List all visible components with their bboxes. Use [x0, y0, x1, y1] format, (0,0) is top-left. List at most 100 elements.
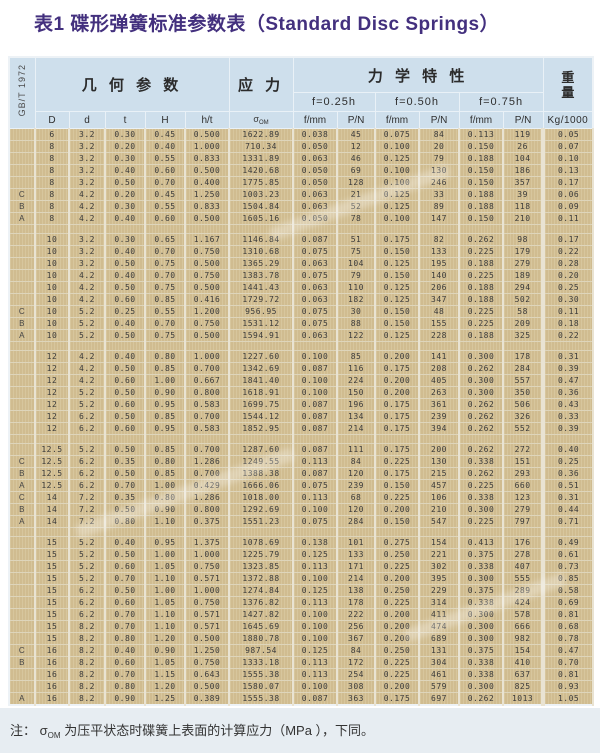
data-cell: 1331.89: [229, 152, 295, 165]
data-cell: 0.063: [293, 257, 339, 270]
data-cell: 0.175: [375, 467, 421, 480]
data-cell: 0.300: [459, 386, 505, 399]
data-cell: 0.50: [105, 281, 146, 294]
data-cell: 5.2: [69, 548, 106, 561]
data-cell: 134: [337, 410, 377, 423]
data-cell: 0.69: [541, 596, 595, 609]
data-cell: [145, 527, 186, 537]
data-cell: 0.338: [459, 560, 505, 573]
data-cell: 16: [35, 692, 70, 706]
series-letter-cell: [9, 341, 36, 351]
data-cell: [293, 527, 339, 537]
data-cell: 1666.06: [229, 479, 295, 492]
data-cell: 0.500: [185, 212, 231, 225]
data-cell: 1.05: [541, 692, 595, 706]
data-cell: [105, 224, 146, 234]
data-cell: 1.00: [145, 374, 186, 387]
data-cell: 0.07: [541, 140, 595, 153]
data-cell: 133: [337, 548, 377, 561]
data-cell: 5.2: [69, 572, 106, 585]
data-cell: 293: [503, 467, 545, 480]
data-cell: 0.50: [105, 584, 146, 597]
data-cell: 506: [503, 398, 545, 411]
data-cell: [419, 527, 461, 537]
table-row: B 16 8.2 0.60 1.05 0.750 1333.18 0.113 172 0.225 3…: [9, 656, 595, 669]
data-cell: 0.125: [375, 152, 421, 165]
data-cell: 1.10: [145, 608, 186, 621]
data-cell: 84: [419, 128, 461, 141]
series-letter-cell: [9, 245, 36, 258]
data-cell: 0.60: [105, 293, 146, 306]
data-cell: 0.225: [459, 479, 505, 492]
data-cell: 0.416: [185, 293, 231, 306]
table-row: 12 4.2 0.60 1.00 0.667 1841.40 0.100 224 0.200 40…: [9, 374, 595, 387]
data-cell: [185, 341, 231, 351]
data-cell: 0.225: [459, 245, 505, 258]
table-row: A 14 7.2 0.80 1.10 0.375 1551.23 0.075 284 0.150 5…: [9, 515, 595, 528]
data-cell: 0.40: [105, 245, 146, 258]
data-cell: 347: [419, 293, 461, 306]
data-cell: [35, 434, 70, 444]
data-cell: 0.188: [459, 200, 505, 213]
data-cell: 6.2: [69, 608, 106, 621]
data-cell: 10: [35, 293, 70, 306]
data-cell: 256: [337, 620, 377, 633]
data-cell: 1555.38: [229, 668, 295, 681]
data-cell: [337, 527, 377, 537]
data-cell: 8: [35, 140, 70, 153]
data-cell: 0.833: [185, 200, 231, 213]
data-cell: 0.050: [293, 140, 339, 153]
data-cell: 4.2: [69, 374, 106, 387]
data-cell: 0.225: [375, 491, 421, 504]
data-cell: 0.150: [375, 305, 421, 318]
data-cell: 88: [337, 317, 377, 330]
table-row: 16 8.2 0.80 1.20 0.500 1580.07 0.100 308 0.200 57…: [9, 680, 595, 693]
data-cell: [337, 224, 377, 234]
data-cell: 0.95: [145, 536, 186, 549]
data-cell: 15: [35, 536, 70, 549]
data-cell: 68: [337, 491, 377, 504]
data-cell: 151: [503, 455, 545, 468]
table-row: 10 3.2 0.30 0.65 1.167 1146.84 0.087 51 0.175 82 0…: [9, 233, 595, 246]
footnote-sigma-subscript: OM: [47, 731, 61, 740]
data-cell: 179: [503, 245, 545, 258]
data-cell: 0.113: [293, 455, 339, 468]
data-cell: 284: [337, 515, 377, 528]
table-row: 8 3.2 0.50 0.70 0.400 1775.85 0.050 128 0.100 246…: [9, 176, 595, 189]
group-gap-row: [9, 224, 595, 234]
data-cell: [145, 341, 186, 351]
data-cell: 0.44: [541, 503, 595, 516]
data-cell: 0.200: [375, 503, 421, 516]
data-cell: 424: [503, 596, 545, 609]
series-letter-cell: [9, 281, 36, 294]
series-letter-cell: [9, 680, 36, 693]
data-cell: 0.10: [541, 152, 595, 165]
data-cell: 0.150: [375, 515, 421, 528]
data-cell: 0.80: [145, 455, 186, 468]
data-cell: 1531.12: [229, 317, 295, 330]
data-cell: 8: [35, 176, 70, 189]
data-cell: 272: [503, 443, 545, 456]
data-cell: 0.175: [375, 422, 421, 435]
data-cell: 150: [337, 386, 377, 399]
weight-label-line2: 量: [561, 84, 575, 100]
data-cell: 0.150: [375, 269, 421, 282]
data-cell: 1618.91: [229, 386, 295, 399]
data-cell: 956.95: [229, 305, 295, 318]
data-cell: 0.85: [541, 572, 595, 585]
series-letter-cell: A: [9, 329, 36, 342]
data-cell: [459, 527, 505, 537]
table-header: GB/T 1972 几 何 参 数 应 力 力 学 特 性 重 量 f=0.25…: [8, 56, 594, 129]
data-cell: 0.100: [375, 212, 421, 225]
data-cell: 0.188: [459, 281, 505, 294]
data-cell: 0.138: [293, 536, 339, 549]
data-cell: 0.30: [105, 128, 146, 141]
data-cell: 1.20: [145, 680, 186, 693]
series-letter-cell: [9, 608, 36, 621]
data-cell: [35, 341, 70, 351]
table-row: 8 3.2 0.30 0.55 0.833 1331.89 0.063 46 0.125 79 0.…: [9, 152, 595, 165]
data-cell: 3.2: [69, 257, 106, 270]
data-cell: 15: [35, 608, 70, 621]
data-cell: 0.500: [185, 128, 231, 141]
data-cell: 0.200: [375, 572, 421, 585]
